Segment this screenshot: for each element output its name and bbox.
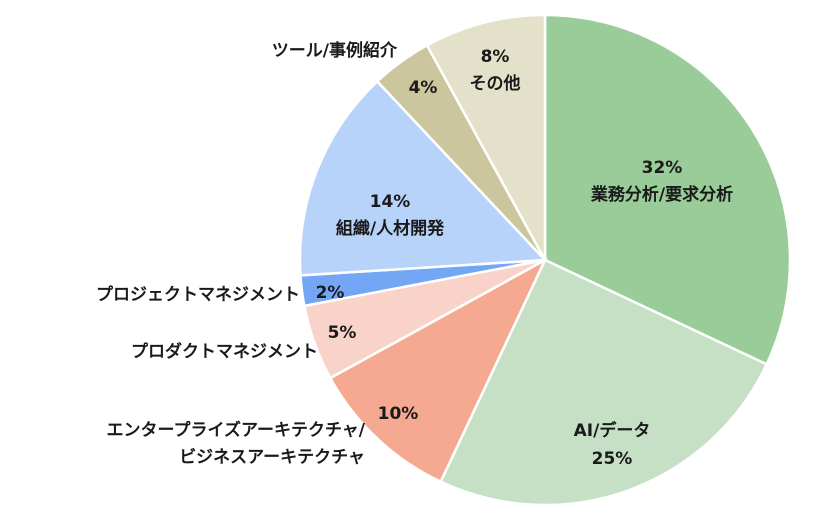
pie-slice	[328, 257, 548, 484]
slice-category-label: プロジェクトマネジメント	[96, 284, 300, 305]
slice-category-label: 組織/人材開発	[336, 218, 445, 239]
slice-value-label: 2%	[316, 283, 345, 303]
slice-value-label: 32%	[642, 158, 683, 178]
pie-slice	[439, 258, 769, 507]
pie-slice	[543, 13, 792, 366]
pie-slice	[298, 79, 548, 277]
slice-category-label: その他	[470, 73, 521, 94]
slice-value-label: 10%	[378, 404, 419, 424]
pie-slice	[425, 13, 547, 261]
slice-value-label: 8%	[481, 47, 510, 67]
slice-category-label: AI/データ	[574, 420, 651, 441]
slice-value-label: 5%	[328, 323, 357, 343]
slice-category-label: 業務分析/要求分析	[591, 184, 733, 205]
slice-value-label: 25%	[592, 449, 633, 469]
slice-value-label: 14%	[370, 192, 411, 212]
slice-category-label: プロダクトマネジメント	[131, 341, 318, 362]
slice-category-label: ツール/事例紹介	[272, 40, 398, 61]
slice-category-label: ビジネスアーキテクチャ	[179, 448, 365, 468]
slice-value-label: 4%	[409, 78, 438, 98]
slice-category-label: エンタープライズアーキテクチャ/	[107, 420, 366, 441]
